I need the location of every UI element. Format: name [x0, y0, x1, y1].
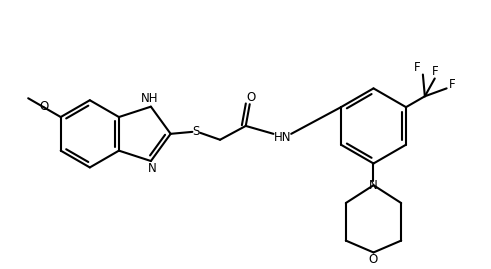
Text: O: O: [369, 253, 378, 266]
Text: NH: NH: [141, 92, 159, 105]
Text: S: S: [192, 125, 200, 138]
Text: F: F: [432, 65, 438, 78]
Text: N: N: [147, 162, 156, 175]
Text: O: O: [39, 100, 48, 113]
Text: HN: HN: [273, 131, 291, 144]
Text: O: O: [246, 91, 255, 104]
Text: F: F: [449, 78, 456, 91]
Text: F: F: [413, 61, 420, 74]
Text: N: N: [369, 179, 378, 192]
